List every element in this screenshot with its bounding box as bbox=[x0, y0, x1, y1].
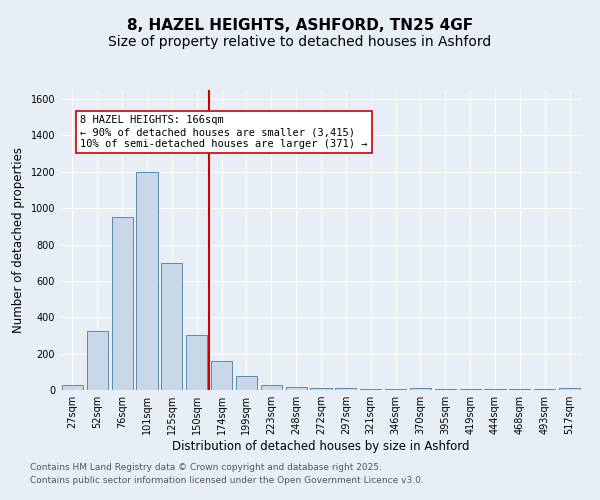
Bar bbox=[385, 389, 406, 390]
X-axis label: Distribution of detached houses by size in Ashford: Distribution of detached houses by size … bbox=[172, 440, 470, 453]
Text: 8, HAZEL HEIGHTS, ASHFORD, TN25 4GF: 8, HAZEL HEIGHTS, ASHFORD, TN25 4GF bbox=[127, 18, 473, 32]
Bar bbox=[360, 389, 381, 390]
Bar bbox=[87, 331, 108, 390]
Bar bbox=[509, 389, 530, 390]
Text: Size of property relative to detached houses in Ashford: Size of property relative to detached ho… bbox=[109, 35, 491, 49]
Text: Contains public sector information licensed under the Open Government Licence v3: Contains public sector information licen… bbox=[30, 476, 424, 485]
Bar bbox=[534, 389, 555, 390]
Bar bbox=[410, 388, 431, 390]
Bar bbox=[161, 262, 182, 390]
Bar bbox=[435, 389, 456, 390]
Bar bbox=[236, 376, 257, 390]
Bar bbox=[211, 361, 232, 390]
Bar bbox=[136, 172, 158, 390]
Text: Contains HM Land Registry data © Crown copyright and database right 2025.: Contains HM Land Registry data © Crown c… bbox=[30, 464, 382, 472]
Y-axis label: Number of detached properties: Number of detached properties bbox=[12, 147, 25, 333]
Bar bbox=[62, 386, 83, 390]
Bar bbox=[286, 388, 307, 390]
Bar bbox=[335, 388, 356, 390]
Bar bbox=[460, 389, 481, 390]
Bar bbox=[261, 386, 282, 390]
Bar bbox=[186, 336, 207, 390]
Bar bbox=[484, 389, 506, 390]
Bar bbox=[112, 218, 133, 390]
Bar bbox=[310, 388, 332, 390]
Text: 8 HAZEL HEIGHTS: 166sqm
← 90% of detached houses are smaller (3,415)
10% of semi: 8 HAZEL HEIGHTS: 166sqm ← 90% of detache… bbox=[80, 116, 367, 148]
Bar bbox=[559, 388, 580, 390]
